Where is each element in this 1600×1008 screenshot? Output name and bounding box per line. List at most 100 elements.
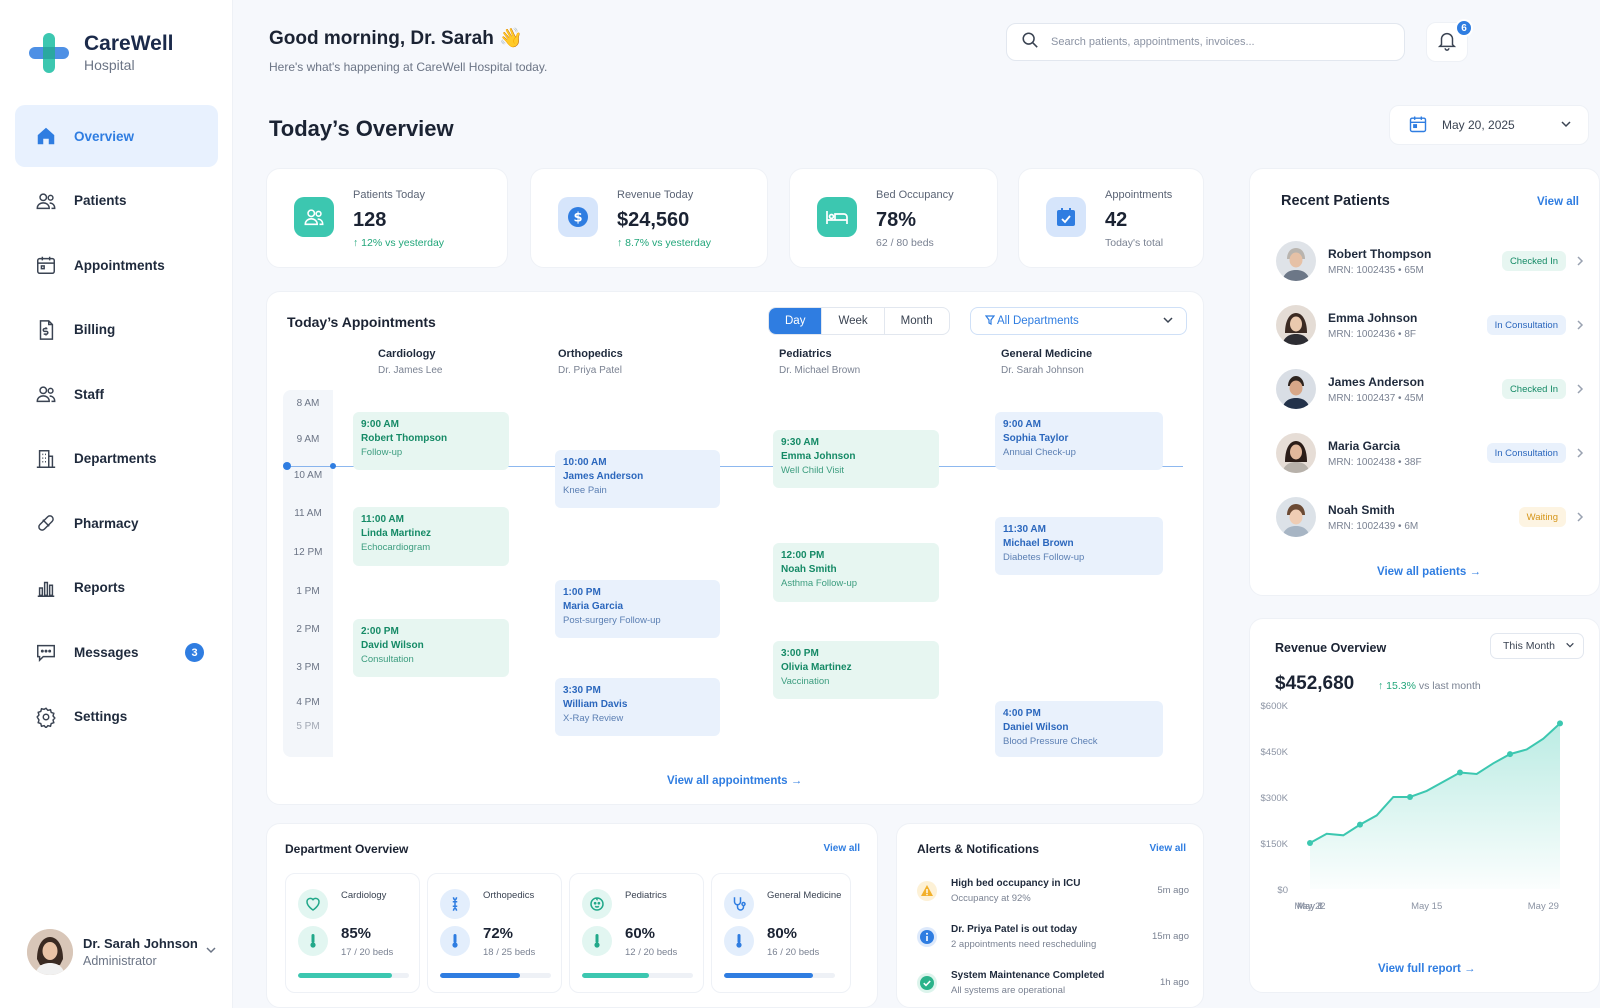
appointment-time: 1:00 PM xyxy=(563,587,601,598)
appointment-patient: Michael Brown xyxy=(1003,538,1074,549)
filter-icon xyxy=(984,314,996,328)
department-card[interactable]: General Medicine 80% 16 / 20 beds xyxy=(711,873,851,993)
department-filter[interactable]: All Departments xyxy=(970,307,1187,335)
appointment-card[interactable]: 4:00 PM Daniel Wilson Blood Pressure Che… xyxy=(995,701,1163,757)
column-header-general-medicine: General Medicine Dr. Sarah Johnson xyxy=(1001,348,1092,376)
appointment-card[interactable]: 3:00 PM Olivia Martinez Vaccination xyxy=(773,641,939,699)
department-card[interactable]: Cardiology 85% 17 / 20 beds xyxy=(285,873,420,993)
alerts-title: Alerts & Notifications xyxy=(917,842,1040,856)
appointment-type: Well Child Visit xyxy=(781,465,845,476)
appointment-card[interactable]: 9:00 AM Robert Thompson Follow-up xyxy=(353,412,509,470)
sidebar-item-staff[interactable]: Staff xyxy=(15,363,218,425)
appointment-patient: Olivia Martinez xyxy=(781,662,852,673)
patient-mrn: MRN: 1002437 • 45M xyxy=(1328,392,1424,404)
appointment-type: Post-surgery Follow-up xyxy=(563,615,661,626)
column-name: Pediatrics xyxy=(779,348,832,360)
view-all-appointments-link[interactable]: View all appointments → xyxy=(667,775,803,787)
search-bar[interactable] xyxy=(1006,23,1405,61)
appointment-card[interactable]: 9:30 AM Emma Johnson Well Child Visit xyxy=(773,430,939,488)
alert-subtitle: 2 appointments need rescheduling xyxy=(951,939,1097,950)
avatar xyxy=(1276,497,1316,537)
patient-row[interactable]: Emma Johnson MRN: 1002436 • 8F In Consul… xyxy=(1276,300,1586,350)
department-card[interactable]: Orthopedics 72% 18 / 25 beds xyxy=(427,873,562,993)
sidebar-item-overview[interactable]: Overview xyxy=(15,105,218,167)
alerts-view-all-link[interactable]: View all xyxy=(1149,843,1186,854)
view-week-button[interactable]: Week xyxy=(822,308,885,334)
appointment-patient: Maria Garcia xyxy=(563,601,624,612)
notifications-button[interactable]: 6 xyxy=(1426,19,1473,62)
patient-row[interactable]: Robert Thompson MRN: 1002435 • 65M Check… xyxy=(1276,236,1586,286)
department-card[interactable]: Pediatrics 60% 12 / 20 beds xyxy=(569,873,704,993)
sidebar-nav: Overview Patients Appointments Billing S… xyxy=(15,105,218,750)
chevron-right-icon xyxy=(1574,510,1586,528)
sidebar-item-label: Settings xyxy=(74,709,128,724)
warning-icon xyxy=(917,881,937,901)
time-label: 12 PM xyxy=(293,547,323,558)
sidebar-item-reports[interactable]: Reports xyxy=(15,557,218,619)
sidebar-item-patients[interactable]: Patients xyxy=(15,170,218,232)
sidebar-item-label: Patients xyxy=(74,193,127,208)
sidebar-item-appointments[interactable]: Appointments xyxy=(15,234,218,296)
sidebar-item-departments[interactable]: Departments xyxy=(15,428,218,490)
stat-sub: Today's total xyxy=(1105,237,1164,249)
bed-icon xyxy=(817,197,857,237)
recent-patients-view-all-link[interactable]: View all xyxy=(1537,196,1579,208)
patient-row[interactable]: Maria Garcia MRN: 1002438 • 38F In Consu… xyxy=(1276,428,1586,478)
view-day-button[interactable]: Day xyxy=(769,308,823,334)
user-profile[interactable]: Dr. Sarah Johnson Administrator xyxy=(27,929,217,975)
sidebar-item-billing[interactable]: Billing xyxy=(15,299,218,361)
revenue-change-suffix: vs last month xyxy=(1418,680,1481,692)
stat-card-patients[interactable]: Patients Today 128 ↑ 12% vs yesterday xyxy=(266,168,508,268)
sidebar-item-pharmacy[interactable]: Pharmacy xyxy=(15,492,218,554)
department-beds: 12 / 20 beds xyxy=(625,947,678,958)
sidebar-item-label: Billing xyxy=(74,322,116,337)
user-name: Dr. Sarah Johnson xyxy=(83,936,198,951)
appointment-card[interactable]: 1:00 PM Maria Garcia Post-surgery Follow… xyxy=(555,580,720,638)
department-name: Orthopedics xyxy=(483,890,535,901)
stat-card-beds[interactable]: Bed Occupancy 78% 62 / 80 beds xyxy=(789,168,998,268)
appointment-card[interactable]: 9:00 AM Sophia Taylor Annual Check-up xyxy=(995,412,1163,470)
appointment-card[interactable]: 11:00 AM Linda Martinez Echocardiogram xyxy=(353,507,509,566)
logo[interactable]: CareWell Hospital xyxy=(27,31,174,75)
appointment-patient: Robert Thompson xyxy=(361,433,448,444)
avatar xyxy=(27,929,73,975)
revenue-area xyxy=(1310,723,1560,889)
appointment-type: Knee Pain xyxy=(563,485,607,496)
chevron-down-icon[interactable] xyxy=(205,943,217,961)
stat-card-revenue[interactable]: $ Revenue Today $24,560 ↑ 8.7% vs yester… xyxy=(530,168,768,268)
appointment-card[interactable]: 11:30 AM Michael Brown Diabetes Follow-u… xyxy=(995,517,1163,575)
department-overview-panel: Department Overview View all Cardiology … xyxy=(266,823,878,1008)
appointment-card[interactable]: 12:00 PM Noah Smith Asthma Follow-up xyxy=(773,543,939,602)
current-time-line xyxy=(287,466,1183,467)
sidebar-item-settings[interactable]: Settings xyxy=(15,686,218,748)
sidebar-item-messages[interactable]: Messages 3 xyxy=(15,621,218,683)
patient-row[interactable]: James Anderson MRN: 1002437 • 45M Checke… xyxy=(1276,364,1586,414)
view-month-button[interactable]: Month xyxy=(900,315,933,327)
view-full-report-link[interactable]: View full report → xyxy=(1378,963,1476,975)
patient-row[interactable]: Noah Smith MRN: 1002439 • 6M Waiting xyxy=(1276,492,1586,542)
appointment-patient: Daniel Wilson xyxy=(1003,722,1069,733)
alert-item[interactable]: High bed occupancy in ICU Occupancy at 9… xyxy=(917,876,1189,916)
y-tick-label: $0 xyxy=(1277,885,1288,896)
revenue-period-select[interactable]: This Month xyxy=(1490,633,1584,659)
search-input[interactable] xyxy=(1051,36,1381,48)
stat-card-appointments[interactable]: Appointments 42 Today's total xyxy=(1018,168,1204,268)
alert-item[interactable]: Dr. Priya Patel is out today 2 appointme… xyxy=(917,922,1189,962)
departments-view-all-link[interactable]: View all xyxy=(823,843,860,854)
current-time-marker xyxy=(283,462,291,470)
view-all-patients-link[interactable]: View all patients → xyxy=(1377,566,1481,578)
appointment-card[interactable]: 3:30 PM William Davis X-Ray Review xyxy=(555,678,720,736)
greeting-title: Good morning, Dr. Sarah 👋 xyxy=(269,28,523,49)
stat-label: Revenue Today xyxy=(617,189,694,201)
patient-name: Robert Thompson xyxy=(1328,246,1432,261)
appointment-type: Vaccination xyxy=(781,676,830,687)
appointment-card[interactable]: 10:00 AM James Anderson Knee Pain xyxy=(555,450,720,508)
date-picker[interactable]: May 20, 2025 xyxy=(1389,105,1589,145)
appointment-card[interactable]: 2:00 PM David Wilson Consultation xyxy=(353,619,509,677)
time-label: 1 PM xyxy=(296,586,320,597)
sidebar-item-label: Appointments xyxy=(74,257,165,273)
alert-time: 1h ago xyxy=(1159,977,1189,988)
status-badge: Waiting xyxy=(1518,507,1566,527)
alert-item[interactable]: System Maintenance Completed All systems… xyxy=(917,968,1189,1008)
revenue-line xyxy=(1309,722,1561,844)
